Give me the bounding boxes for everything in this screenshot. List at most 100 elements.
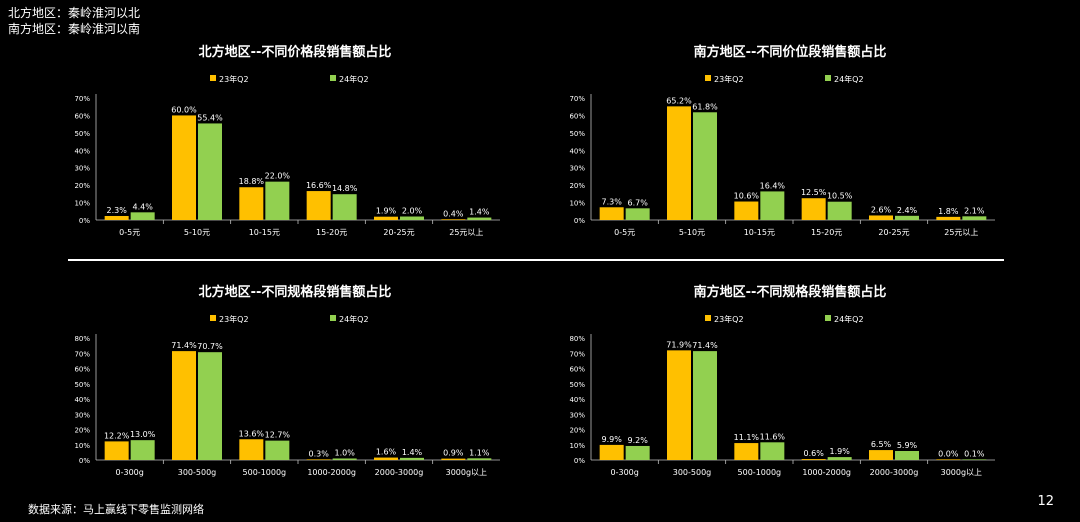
x-tick-label: 2000-3000g xyxy=(375,468,424,477)
x-tick-label: 0-300g xyxy=(116,468,144,477)
bar-1-0 xyxy=(104,441,129,460)
y-tick-label: 70% xyxy=(74,350,90,358)
bar-2-0 xyxy=(130,440,155,460)
note-south: 南方地区：秦岭淮河以南 xyxy=(8,22,141,36)
x-tick-label: 25元以上 xyxy=(449,228,483,237)
data-label-2-4: 1.4% xyxy=(402,448,423,457)
data-label-2-5: 1.4% xyxy=(469,208,490,217)
bar-2-1 xyxy=(693,112,717,220)
data-label-2-5: 1.1% xyxy=(469,448,490,457)
data-label-2-2: 16.4% xyxy=(760,181,786,190)
y-tick-label: 50% xyxy=(569,130,585,138)
data-label-1-2: 10.6% xyxy=(734,192,760,201)
legend-swatch-1 xyxy=(705,75,711,81)
bar-2-4 xyxy=(895,215,919,220)
data-label-1-3: 0.6% xyxy=(804,449,825,458)
bar-1-4 xyxy=(869,450,893,460)
y-tick-label: 80% xyxy=(74,335,90,343)
x-tick-label: 500-1000g xyxy=(243,468,287,477)
x-tick-label: 10-15元 xyxy=(744,228,775,237)
bar-1-5 xyxy=(936,459,961,460)
bar-2-2 xyxy=(265,440,290,460)
y-tick-label: 20% xyxy=(74,182,90,190)
x-tick-label: 5-10元 xyxy=(184,228,210,237)
data-label-1-0: 9.9% xyxy=(602,435,623,444)
data-label-1-0: 2.3% xyxy=(107,206,128,215)
data-label-1-0: 12.2% xyxy=(104,431,130,440)
legend-swatch-1 xyxy=(210,315,216,321)
bar-2-5 xyxy=(962,216,987,220)
x-tick-label: 25元以上 xyxy=(944,228,978,237)
bar-1-2 xyxy=(239,439,264,460)
bar-1-1 xyxy=(667,350,691,460)
bar-1-5 xyxy=(441,458,466,460)
chart-title: 北方地区--不同价格段销售额占比 xyxy=(199,44,392,60)
data-label-2-0: 4.4% xyxy=(133,202,154,211)
bar-1-3 xyxy=(306,191,331,220)
y-tick-label: 60% xyxy=(569,366,585,374)
bar-2-3 xyxy=(827,201,852,220)
x-tick-label: 10-15元 xyxy=(249,228,280,237)
x-tick-label: 1000-2000g xyxy=(802,468,851,477)
bar-1-2 xyxy=(734,201,759,220)
data-label-1-4: 1.9% xyxy=(376,207,397,216)
data-label-1-3: 16.6% xyxy=(306,181,332,190)
bar-1-2 xyxy=(239,187,264,220)
y-tick-label: 20% xyxy=(569,427,585,435)
data-label-1-4: 1.6% xyxy=(376,448,397,457)
bar-2-4 xyxy=(400,216,424,220)
y-tick-label: 10% xyxy=(569,200,585,208)
data-label-1-4: 2.6% xyxy=(871,205,892,214)
y-tick-label: 40% xyxy=(74,147,90,155)
legend-swatch-2 xyxy=(330,75,336,81)
data-label-2-1: 71.4% xyxy=(692,341,718,350)
x-tick-label: 0-5元 xyxy=(119,228,140,237)
data-label-1-5: 1.8% xyxy=(938,207,959,216)
legend-label-1: 23年Q2 xyxy=(714,74,744,84)
y-tick-label: 40% xyxy=(569,396,585,404)
data-label-1-2: 18.8% xyxy=(239,177,265,186)
data-label-2-1: 70.7% xyxy=(197,342,223,351)
data-label-1-1: 65.2% xyxy=(666,96,692,105)
data-label-2-0: 9.2% xyxy=(628,436,649,445)
y-tick-label: 80% xyxy=(569,335,585,343)
bar-1-0 xyxy=(599,207,624,220)
data-label-1-5: 0.4% xyxy=(443,209,464,218)
chart-north-spec: 北方地区--不同规格段销售额占比 23年Q2 24年Q2 0% 10% 20% 30% 40%… xyxy=(74,284,500,477)
data-label-1-1: 60.0% xyxy=(171,105,197,114)
bar-1-1 xyxy=(172,115,196,220)
data-label-2-1: 55.4% xyxy=(197,113,223,122)
data-label-1-2: 13.6% xyxy=(239,429,265,438)
data-source: 数据来源：马上赢线下零售监测网络 xyxy=(28,503,204,516)
bar-2-4 xyxy=(895,451,919,460)
y-tick-label: 10% xyxy=(569,442,585,450)
y-tick-label: 60% xyxy=(74,366,90,374)
chart-title: 南方地区--不同规格段销售额占比 xyxy=(694,284,887,300)
y-tick-label: 0% xyxy=(574,217,585,225)
data-label-2-1: 61.8% xyxy=(692,102,718,111)
y-tick-label: 30% xyxy=(569,165,585,173)
bar-2-4 xyxy=(400,457,424,460)
data-label-2-4: 2.4% xyxy=(897,206,918,215)
x-tick-label: 1000-2000g xyxy=(307,468,356,477)
y-tick-label: 0% xyxy=(79,217,90,225)
y-tick-label: 10% xyxy=(74,200,90,208)
data-label-1-1: 71.4% xyxy=(171,341,197,350)
chart-south-spec: 南方地区--不同规格段销售额占比 23年Q2 24年Q2 0% 10% 20% 30% 40%… xyxy=(569,284,995,477)
bar-2-2 xyxy=(265,181,290,220)
legend-label-1: 23年Q2 xyxy=(219,314,249,324)
page-number: 12 xyxy=(1037,494,1054,509)
data-label-2-3: 10.5% xyxy=(827,192,853,201)
chart-title: 北方地区--不同规格段销售额占比 xyxy=(199,284,392,300)
data-label-2-0: 6.7% xyxy=(628,198,649,207)
y-tick-label: 0% xyxy=(79,457,90,465)
chart-south-price: 南方地区--不同价位段销售额占比 23年Q2 24年Q2 0% 10% 20% 30% 40%… xyxy=(569,44,995,237)
bar-2-5 xyxy=(962,459,987,460)
y-tick-label: 20% xyxy=(569,182,585,190)
data-label-2-2: 12.7% xyxy=(265,431,291,440)
bar-1-5 xyxy=(936,216,961,220)
bar-1-1 xyxy=(667,106,691,220)
chart-title: 南方地区--不同价位段销售额占比 xyxy=(694,44,887,60)
y-tick-label: 30% xyxy=(74,411,90,419)
bar-2-2 xyxy=(760,442,785,460)
